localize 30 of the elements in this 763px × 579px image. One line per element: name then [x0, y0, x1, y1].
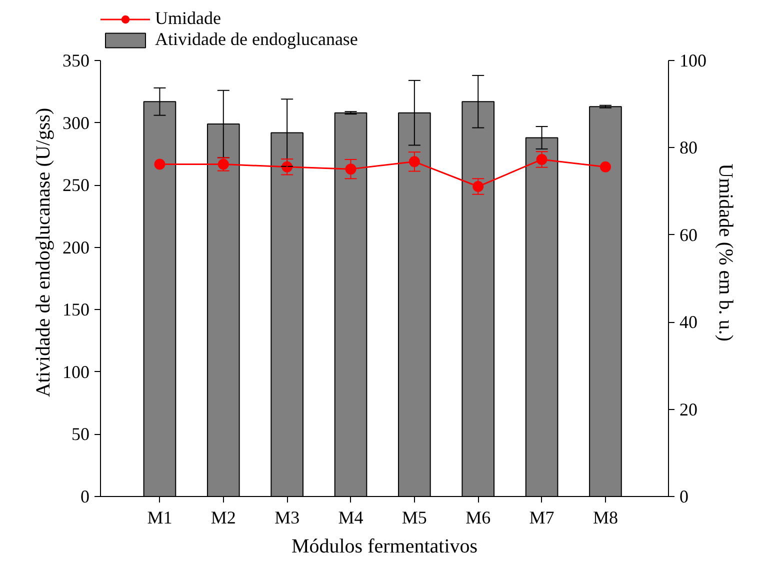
point	[472, 181, 484, 192]
y2-tick-label: 0	[680, 486, 688, 506]
x-tick-label: M2	[210, 508, 236, 528]
y-axis-title: Atividade de endoglucanase (U/gss)	[32, 108, 54, 398]
x-tick-label: M6	[466, 508, 491, 528]
y-tick-label: 300	[62, 112, 90, 133]
y-tick-label: 350	[62, 50, 90, 70]
y2-axis-title: Umidade (% em b. u.)	[714, 164, 736, 342]
legend-label: Atividade de endoglucanase	[155, 29, 358, 50]
y2-tick-label: 100	[680, 50, 706, 70]
y-tick-label: 250	[62, 175, 90, 196]
point	[600, 161, 611, 172]
y2-tick-label: 20	[680, 399, 698, 420]
y-tick-label: 50	[72, 424, 90, 444]
y-tick-label: 0	[80, 486, 90, 506]
y-tick-label: 100	[62, 362, 90, 382]
y-tick-label: 200	[62, 237, 90, 258]
y2-tick-label: 60	[680, 224, 698, 245]
legend-label: Umidade	[155, 8, 221, 29]
y2-tick-label: 80	[680, 138, 698, 158]
x-tick-label: M5	[402, 508, 427, 528]
point	[154, 158, 166, 170]
y-tick-label: 150	[62, 300, 90, 320]
x-tick-label: M3	[274, 508, 300, 528]
x-axis-title: Módulos fermentativos	[291, 536, 478, 558]
y2-tick-label: 40	[680, 312, 698, 332]
x-tick-label: M7	[529, 508, 554, 528]
x-tick-label: M4	[338, 508, 364, 528]
x-tick-label: M1	[147, 508, 172, 528]
x-tick-label: M8	[592, 508, 618, 528]
